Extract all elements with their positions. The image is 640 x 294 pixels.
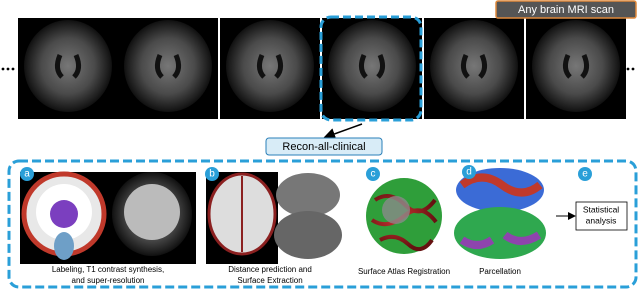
panel-caption: Surface Atlas Registration — [358, 267, 450, 276]
parc-bottom — [454, 207, 546, 259]
panel-caption: and super-resolution — [72, 276, 145, 285]
panel-letter: a — [24, 169, 30, 180]
brain — [226, 20, 314, 112]
ventricles — [256, 54, 284, 79]
panel-letter: d — [466, 167, 472, 178]
parc-top-regions — [459, 173, 543, 197]
panel-letter-badge — [205, 167, 219, 181]
panel-caption: Surface Extraction — [237, 276, 302, 285]
ellipsis-dot — [626, 67, 630, 71]
brain — [124, 20, 212, 112]
panel-letter: b — [209, 169, 215, 180]
panel-letter-badge — [578, 167, 592, 181]
output-label: analysis — [586, 215, 617, 225]
ellipsis-dot — [11, 67, 15, 71]
surf-bottom — [274, 211, 342, 259]
output-box — [575, 201, 628, 231]
panel-letter: e — [582, 169, 588, 180]
ventricles — [154, 54, 182, 79]
panel-caption: Labeling, T1 contrast synthesis, — [52, 265, 164, 274]
panel-caption: Distance prediction and — [228, 265, 312, 274]
panel-letter-badge — [20, 167, 34, 181]
selected-scan — [319, 15, 423, 122]
ventricles — [460, 54, 488, 79]
ventricles — [358, 54, 386, 79]
parc-bottom-regions — [459, 231, 542, 249]
center-label: Recon-all-clinical — [282, 141, 365, 153]
mri-row — [1, 18, 635, 119]
arrow — [323, 123, 363, 140]
center-box — [265, 137, 383, 156]
brain — [24, 20, 112, 112]
ellipsis-dot — [1, 67, 5, 71]
seg-deep — [50, 200, 78, 228]
header-box — [495, 0, 637, 19]
surf-top — [276, 173, 340, 217]
header-label: Any brain MRI scan — [518, 4, 614, 16]
seg-stem — [54, 232, 74, 260]
panel-letter: c — [371, 169, 376, 180]
brain — [430, 20, 518, 112]
panels: a Labeling, T1 contrast synthesis, and sup… — [20, 165, 592, 285]
sphere-patch — [382, 196, 410, 224]
ventricles — [562, 54, 590, 79]
brain — [532, 20, 620, 112]
t1-wm — [124, 184, 180, 240]
ventricles — [54, 54, 82, 79]
panel-caption: Parcellation — [479, 267, 521, 276]
output-label: Statistical — [583, 204, 619, 214]
panel-letter-badge — [462, 165, 476, 179]
pipeline-box — [7, 159, 638, 289]
ellipsis-dot — [631, 67, 635, 71]
panel-letter-badge — [366, 167, 380, 181]
ellipsis-dot — [6, 67, 10, 71]
brain — [328, 20, 416, 112]
